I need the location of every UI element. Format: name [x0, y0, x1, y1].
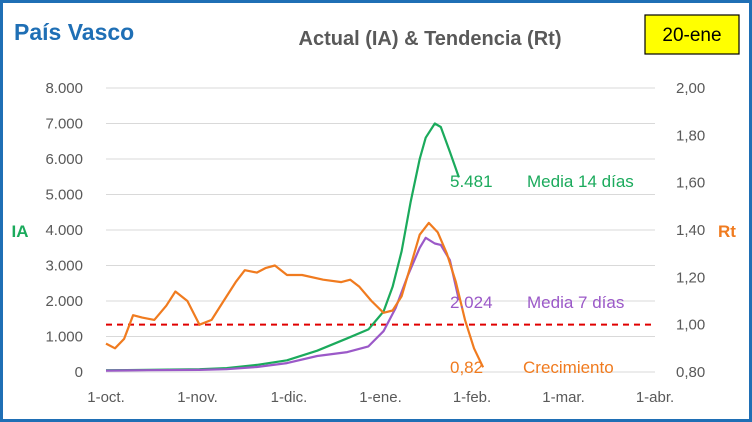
series-last-value: 0,82 — [450, 358, 483, 377]
left-axis-label: IA — [12, 222, 29, 241]
x-tick-label: 1-ene. — [359, 389, 402, 406]
date-badge-label: 20-ene — [662, 25, 721, 46]
x-tick-label: 1-feb. — [453, 389, 491, 406]
right-tick-label: 2,00 — [676, 80, 705, 97]
right-tick-label: 1,40 — [676, 222, 705, 239]
x-tick-label: 1-nov. — [177, 389, 218, 406]
series-name-label: Media 7 días — [527, 293, 624, 312]
series-line — [105, 236, 460, 372]
right-tick-label: 1,00 — [676, 317, 705, 334]
left-tick-label: 0 — [75, 364, 83, 381]
series-line — [105, 221, 485, 368]
right-tick-label: 0,80 — [676, 364, 705, 381]
right-tick-label: 1,80 — [676, 127, 705, 144]
left-tick-label: 3.000 — [45, 258, 83, 275]
x-tick-label: 1-abr. — [636, 389, 674, 406]
right-axis-label: Rt — [718, 222, 736, 241]
left-tick-label: 4.000 — [45, 222, 83, 239]
series-name-label: Crecimiento — [523, 358, 614, 377]
region-title: País Vasco — [14, 19, 134, 45]
right-axis-ticks: 0,80 1,00 1,20 1,40 1,60 1,80 2,00 — [676, 80, 705, 381]
left-tick-label: 8.000 — [45, 80, 83, 97]
x-axis-ticks: 1-oct. 1-nov. 1-dic. 1-ene. 1-feb. 1-mar. 1-ab… — [87, 389, 674, 406]
series-last-value: 2.024 — [450, 293, 493, 312]
grid-lines — [106, 87, 655, 373]
series-labels: 5.481 Media 14 días 2.024 Media 7 días 0,82 C… — [450, 172, 634, 377]
series-last-value: 5.481 — [450, 172, 493, 191]
left-tick-label: 5.000 — [45, 187, 83, 204]
chart-title: Actual (IA) & Tendencia (Rt) — [299, 28, 562, 50]
left-tick-label: 2.000 — [45, 293, 83, 310]
x-tick-label: 1-oct. — [87, 389, 125, 406]
series-lines — [105, 122, 485, 372]
left-tick-label: 7.000 — [45, 116, 83, 133]
right-tick-label: 1,20 — [676, 269, 705, 286]
left-axis-ticks: 0 1.000 2.000 3.000 4.000 5.000 6.000 7.000 8.00… — [45, 80, 83, 381]
x-tick-label: 1-dic. — [271, 389, 308, 406]
series-name-label: Media 14 días — [527, 172, 634, 191]
x-tick-label: 1-mar. — [542, 389, 585, 406]
left-tick-label: 1.000 — [45, 329, 83, 346]
right-tick-label: 1,60 — [676, 175, 705, 192]
left-tick-label: 6.000 — [45, 151, 83, 168]
date-badge — [644, 14, 740, 55]
